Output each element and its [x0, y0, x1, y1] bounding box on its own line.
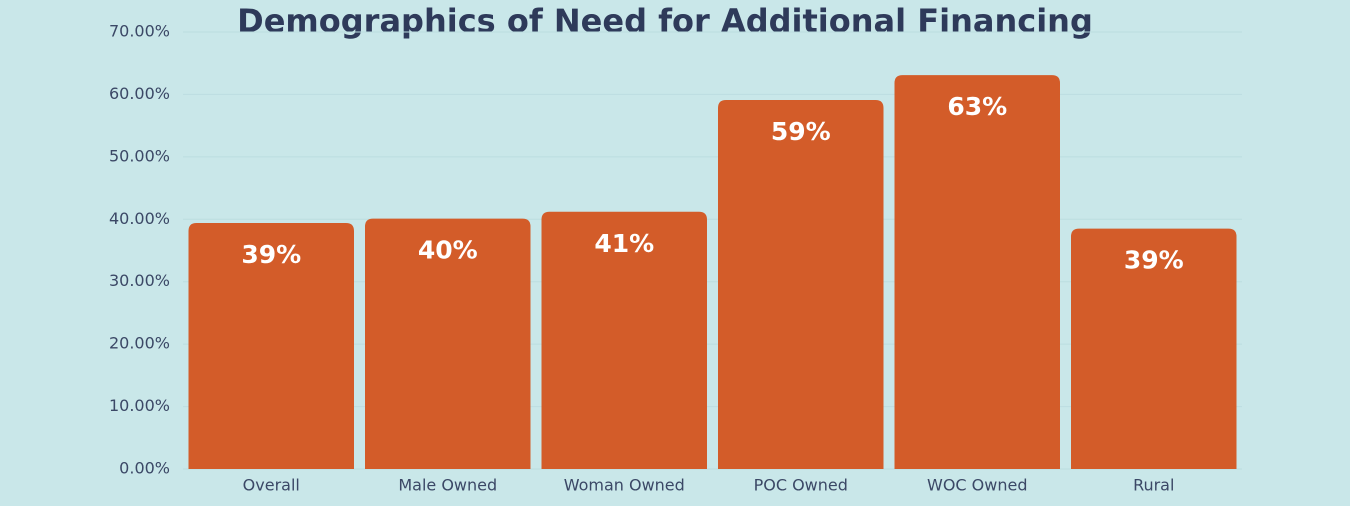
y-tick-label: 40.00% [109, 209, 170, 228]
data-label: 39% [241, 240, 301, 269]
data-label: 40% [418, 236, 478, 265]
y-tick-label: 70.00% [109, 22, 170, 41]
x-tick-label: POC Owned [754, 476, 848, 495]
data-label: 63% [947, 92, 1007, 121]
x-tick-label: Male Owned [398, 476, 497, 495]
data-label: 41% [594, 229, 654, 258]
y-tick-label: 10.00% [109, 396, 170, 415]
chart-title: Demographics of Need for Additional Fina… [237, 2, 1093, 40]
bar [188, 223, 354, 469]
y-tick-label: 30.00% [109, 271, 170, 290]
x-tick-label: Rural [1133, 476, 1174, 495]
bar [894, 75, 1060, 469]
x-tick-label: WOC Owned [927, 476, 1028, 495]
y-tick-label: 60.00% [109, 84, 170, 103]
x-tick-label: Woman Owned [564, 476, 685, 495]
y-tick-label: 50.00% [109, 146, 170, 165]
bar [365, 218, 531, 469]
y-tick-label: 0.00% [119, 459, 170, 478]
data-label: 39% [1124, 246, 1184, 275]
bar [541, 211, 707, 469]
bar [718, 100, 884, 469]
data-label: 59% [771, 117, 831, 146]
bar [1071, 228, 1237, 469]
x-tick-label: Overall [243, 476, 300, 495]
y-tick-label: 20.00% [109, 334, 170, 353]
